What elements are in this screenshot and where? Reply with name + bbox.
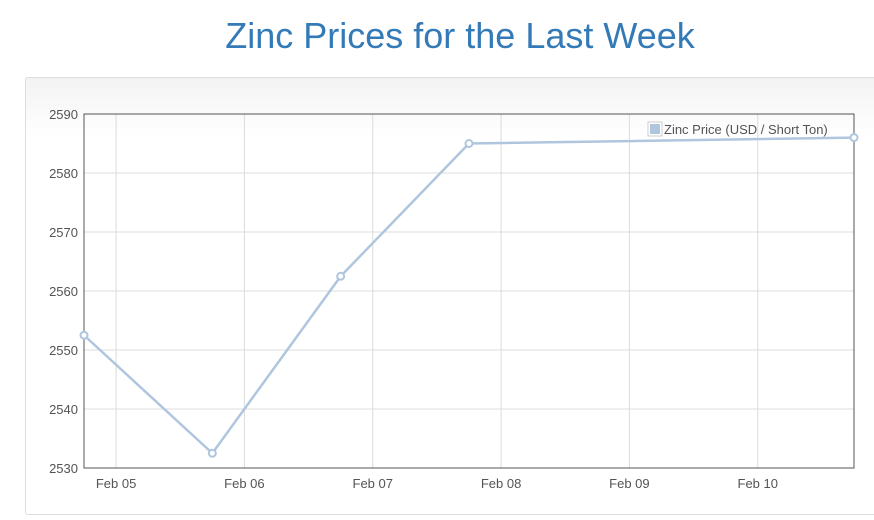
y-tick-label: 2560 (49, 284, 78, 299)
data-point (207, 448, 217, 458)
y-tick-label: 2570 (49, 225, 78, 240)
x-axis-ticks: Feb 05 Feb 06 Feb 07 Feb 08 Feb 09 Feb 10 (96, 476, 778, 491)
legend-label: Zinc Price (USD / Short Ton) (664, 122, 828, 137)
y-tick-label: 2530 (49, 461, 78, 476)
x-tick-label: Feb 09 (609, 476, 649, 491)
page-title: Zinc Prices for the Last Week (225, 15, 695, 56)
legend-swatch-fill (650, 124, 660, 134)
series-line (83, 136, 855, 455)
x-tick-label: Feb 08 (481, 476, 521, 491)
data-point (464, 139, 474, 148)
y-tick-label: 2590 (49, 107, 78, 122)
x-tick-label: Feb 07 (353, 476, 393, 491)
series-layer (79, 133, 859, 458)
x-tick-label: Feb 10 (738, 476, 778, 491)
grid-layer (84, 113, 854, 469)
legend: Zinc Price (USD / Short Ton) (647, 121, 828, 137)
data-point (849, 133, 859, 143)
y-tick-label: 2580 (49, 166, 78, 181)
y-tick-label: 2540 (49, 402, 78, 417)
plot-frame (83, 113, 855, 469)
data-point (79, 330, 89, 340)
x-tick-label: Feb 05 (96, 476, 136, 491)
data-point (336, 271, 346, 281)
chart-panel: 2530 2540 2550 2560 2570 2580 2590 Feb 05 Feb 0… (25, 77, 874, 515)
x-tick-label: Feb 06 (224, 476, 264, 491)
y-axis-ticks: 2530 2540 2550 2560 2570 2580 2590 (49, 107, 78, 476)
y-tick-label: 2550 (49, 343, 78, 358)
